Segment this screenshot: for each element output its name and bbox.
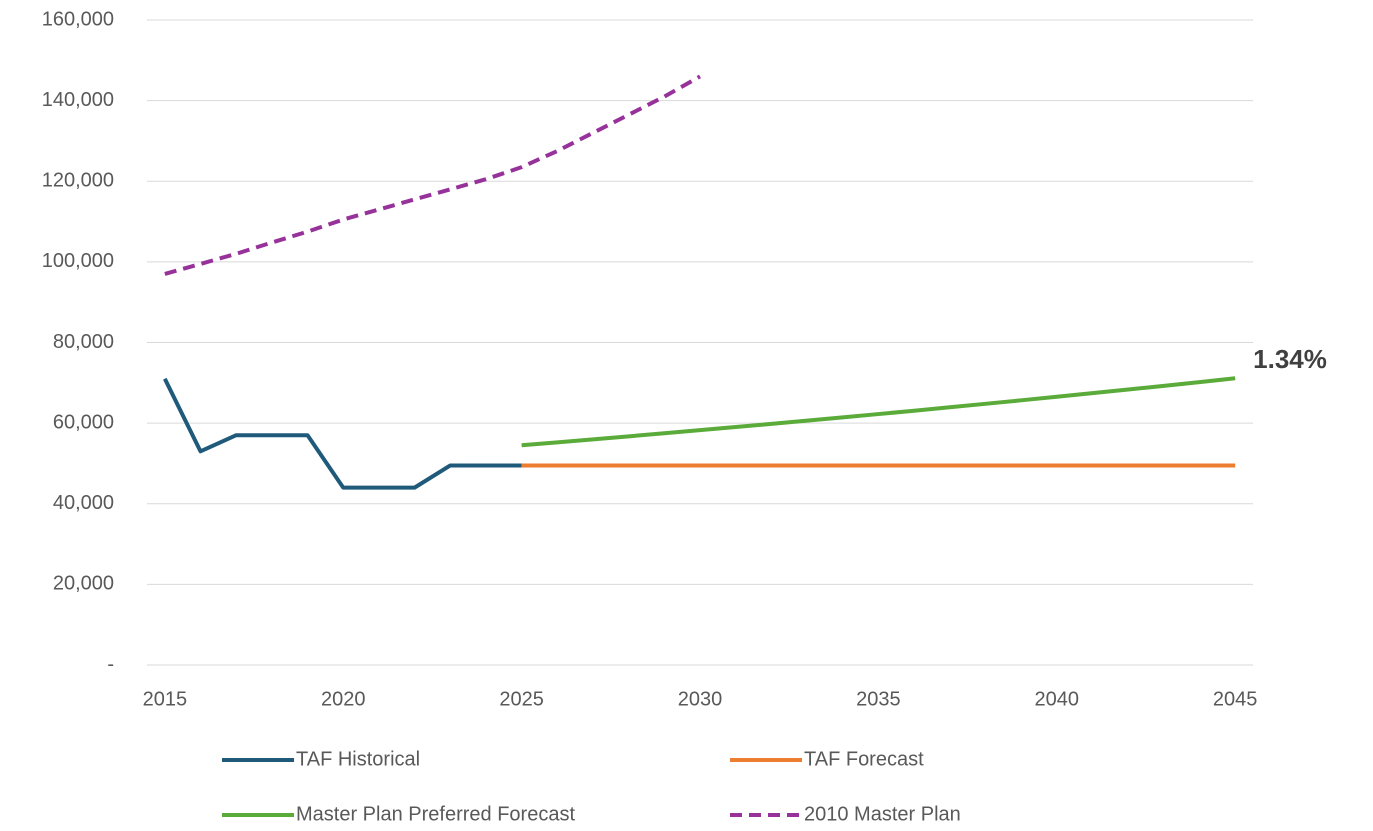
x-tick-label: 2015: [143, 688, 188, 710]
x-tick-label: 2020: [321, 688, 366, 710]
series-line: [164, 74, 701, 276]
legend-label: Master Plan Preferred Forecast: [296, 803, 575, 825]
y-tick-label: 100,000: [42, 250, 114, 272]
series-line: [521, 376, 1236, 448]
y-tick-label: 160,000: [42, 8, 114, 30]
x-tick-label: 2025: [499, 688, 544, 710]
x-tick-label: 2030: [678, 688, 723, 710]
y-tick-label: 40,000: [53, 492, 114, 514]
series-line: [163, 377, 522, 490]
legend-label: TAF Forecast: [804, 748, 924, 770]
x-tick-label: 2035: [856, 688, 901, 710]
y-tick-label: 60,000: [53, 411, 114, 433]
legend-label: TAF Historical: [296, 748, 420, 770]
y-tick-label: -: [107, 653, 114, 675]
legend-label: 2010 Master Plan: [804, 803, 961, 825]
y-tick-label: 80,000: [53, 331, 114, 353]
annotation: 1.34%: [1253, 344, 1327, 374]
y-tick-label: 120,000: [42, 170, 114, 192]
x-tick-label: 2045: [1213, 688, 1258, 710]
y-tick-label: 20,000: [53, 573, 114, 595]
y-tick-label: 140,000: [42, 89, 114, 111]
x-tick-label: 2040: [1035, 688, 1080, 710]
